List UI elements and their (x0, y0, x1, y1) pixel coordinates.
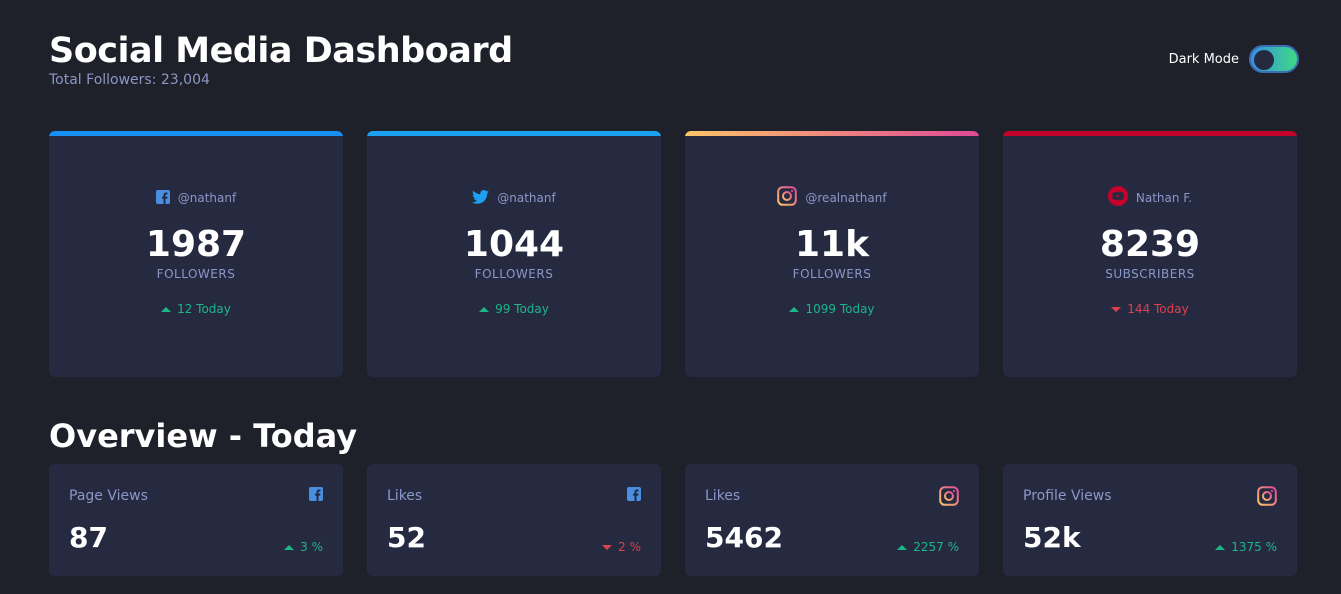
youtube-icon (1107, 186, 1128, 210)
card-change: 12 Today (49, 302, 343, 316)
overview-card-facebook-likes[interactable]: Likes 52 2 % (367, 464, 661, 576)
card-change-text: 99 Today (495, 302, 549, 316)
instagram-icon (939, 486, 959, 510)
arrow-up-icon (1215, 544, 1226, 550)
overview-card-profile-views[interactable]: Profile Views 52k 1375 % (1003, 464, 1297, 576)
arrow-up-icon (161, 306, 172, 312)
arrow-down-icon (1111, 306, 1122, 312)
card-handle: Nathan F. (1135, 191, 1193, 205)
overview-pct-text: 1375 % (1231, 540, 1277, 554)
arrow-down-icon (602, 544, 613, 550)
card-handle: @nathanf (497, 191, 556, 205)
overview-card-page-views[interactable]: Page Views 87 3 % (49, 464, 343, 576)
overview-card-instagram-likes[interactable]: Likes 5462 2257 % (685, 464, 979, 576)
card-accent-bar (685, 131, 979, 136)
card-accent-bar (367, 131, 661, 136)
overview-value: 87 (69, 521, 108, 554)
overview-cards: Page Views 87 3 % Likes 52 2 % Likes 546… (49, 464, 1297, 576)
card-unit: FOLLOWERS (156, 267, 236, 281)
facebook-icon (309, 486, 323, 505)
card-unit: SUBSCRIBERS (1105, 267, 1195, 281)
card-count: 1044 (463, 224, 565, 265)
overview-pct: 2257 % (897, 540, 959, 554)
facebook-icon (627, 486, 641, 505)
card-count: 1987 (145, 224, 247, 265)
card-handle: @nathanf (177, 191, 237, 205)
card-accent-bar (1003, 131, 1297, 136)
overview-label: Likes (705, 488, 741, 504)
overview-pct: 1375 % (1215, 540, 1277, 554)
card-unit: FOLLOWERS (792, 267, 872, 281)
arrow-up-icon (479, 306, 490, 312)
card-handle: @realnathanf (805, 191, 887, 205)
dark-mode-toggle-wrap: Dark Mode (1169, 45, 1299, 73)
dark-mode-label: Dark Mode (1168, 51, 1239, 67)
instagram-icon (777, 186, 798, 210)
overview-label: Likes (387, 488, 423, 504)
overview-value: 52k (1023, 521, 1081, 554)
overview-value: 5462 (705, 521, 783, 554)
arrow-up-icon (789, 306, 800, 312)
card-count: 11k (794, 224, 870, 265)
total-followers: Total Followers: 23,004 (49, 72, 210, 88)
arrow-up-icon (284, 544, 295, 550)
card-count: 8239 (1099, 224, 1201, 265)
overview-title: Overview - Today (49, 417, 358, 455)
arrow-up-icon (897, 544, 908, 550)
dark-mode-toggle[interactable] (1249, 45, 1299, 73)
overview-pct-text: 2257 % (913, 540, 959, 554)
facebook-icon (155, 189, 170, 208)
card-change: 1099 Today (685, 302, 979, 316)
overview-pct: 2 % (602, 540, 641, 554)
card-facebook[interactable]: @nathanf 1987 FOLLOWERS 12 Today (49, 131, 343, 377)
card-change-text: 1099 Today (805, 302, 875, 316)
card-instagram[interactable]: @realnathanf 11k FOLLOWERS 1099 Today (685, 131, 979, 377)
card-accent-bar (49, 131, 343, 136)
card-change: 99 Today (367, 302, 661, 316)
header: Social Media Dashboard Total Followers: … (49, 30, 513, 88)
card-youtube[interactable]: Nathan F. 8239 SUBSCRIBERS 144 Today (1003, 131, 1297, 377)
card-change-text: 12 Today (177, 302, 231, 316)
overview-pct-text: 2 % (618, 540, 641, 554)
toggle-knob (1254, 50, 1274, 70)
overview-pct: 3 % (284, 540, 323, 554)
overview-label: Page Views (69, 488, 148, 504)
overview-pct-text: 3 % (300, 540, 323, 554)
instagram-icon (1257, 486, 1277, 510)
card-change: 144 Today (1003, 302, 1297, 316)
page-title: Social Media Dashboard (49, 31, 513, 71)
twitter-icon (472, 189, 490, 208)
overview-value: 52 (387, 521, 426, 554)
card-change-text: 144 Today (1127, 302, 1189, 316)
overview-label: Profile Views (1023, 488, 1112, 504)
follower-cards: @nathanf 1987 FOLLOWERS 12 Today @nathan… (49, 131, 1297, 377)
card-twitter[interactable]: @nathanf 1044 FOLLOWERS 99 Today (367, 131, 661, 377)
card-unit: FOLLOWERS (474, 267, 554, 281)
